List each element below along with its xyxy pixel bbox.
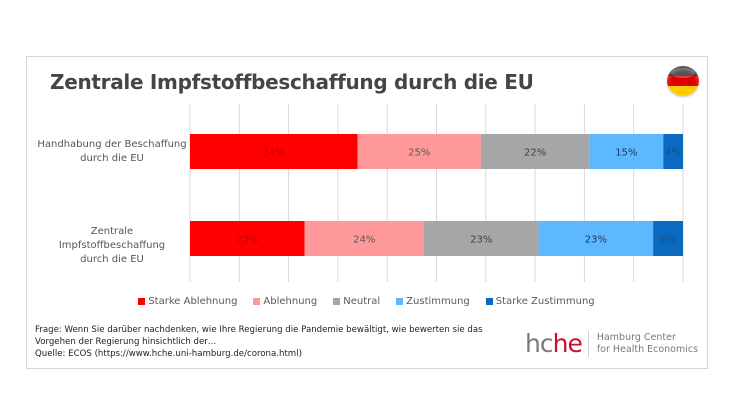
legend-label: Neutral bbox=[343, 296, 381, 307]
bar-segment-ablehnung bbox=[304, 221, 425, 256]
data-label: 23% bbox=[236, 235, 258, 246]
legend-swatch bbox=[485, 298, 493, 305]
hche-logo: hche Hamburg Center for Health Economics bbox=[525, 330, 698, 358]
logo-text: Hamburg Center for Health Economics bbox=[597, 332, 698, 356]
legend: Starke Ablehnung Ablehnung Neutral Zustimmu… bbox=[0, 296, 733, 307]
category-label-line: Handhabung der Beschaffung bbox=[37, 138, 187, 150]
legend-label: Zustimmung bbox=[406, 296, 470, 307]
data-label: 23% bbox=[585, 235, 607, 246]
legend-label: Starke Zustimmung bbox=[495, 296, 595, 307]
logo-mark: hche bbox=[525, 329, 583, 358]
data-label: 34% bbox=[263, 148, 285, 159]
logo-line-2: for Health Economics bbox=[596, 344, 699, 355]
bar-segment-starke-zustimmung bbox=[653, 221, 683, 256]
germany-flag-icon bbox=[667, 66, 699, 96]
data-label: 24% bbox=[353, 235, 375, 246]
category-label-line: durch die EU bbox=[80, 253, 144, 265]
legend-swatch bbox=[138, 298, 146, 305]
data-label: 6% bbox=[660, 235, 676, 246]
legend-item: Ablehnung bbox=[253, 296, 317, 307]
legend-item: Zustimmung bbox=[396, 296, 470, 307]
chart-title: Zentrale Impfstoffbeschaffung durch die … bbox=[50, 70, 534, 94]
data-label: 4% bbox=[665, 148, 681, 159]
slide-frame bbox=[26, 56, 708, 369]
data-label: 22% bbox=[524, 148, 546, 159]
category-label-line: Zentrale Impfstoffbeschaffung bbox=[58, 225, 166, 251]
logo-line-1: Hamburg Center bbox=[596, 332, 676, 343]
category-label: Zentrale Impfstoffbeschaffung durch die E… bbox=[37, 225, 187, 267]
logo-divider bbox=[587, 331, 589, 357]
bar-segments bbox=[190, 134, 683, 256]
data-label: 25% bbox=[408, 148, 430, 159]
legend-item: Starke Ablehnung bbox=[138, 296, 237, 307]
category-label: Handhabung der Beschaffung durch die EU bbox=[37, 138, 187, 166]
bar-segment-zustimmung bbox=[589, 134, 664, 169]
bar-segment-starke-ablehnung bbox=[190, 221, 305, 256]
question-text: Frage: Wenn Sie darüber nachdenken, wie … bbox=[35, 325, 483, 347]
legend-swatch bbox=[253, 298, 261, 305]
legend-item: Neutral bbox=[333, 296, 380, 307]
bar-segment-neutral bbox=[480, 134, 590, 169]
data-label: 23% bbox=[470, 235, 492, 246]
legend-label: Starke Ablehnung bbox=[148, 296, 238, 307]
legend-swatch bbox=[333, 298, 341, 305]
bar-segment-starke-zustimmung bbox=[663, 134, 683, 169]
bar-segment-starke-ablehnung bbox=[190, 134, 358, 169]
legend-item: Starke Zustimmung bbox=[485, 296, 595, 307]
source-text: Quelle: ECOS (https://www.hche.uni-hambu… bbox=[35, 349, 302, 359]
bar-segment-zustimmung bbox=[538, 221, 654, 256]
bar-segment-neutral bbox=[424, 221, 539, 256]
legend-label: Ablehnung bbox=[263, 296, 318, 307]
legend-swatch bbox=[396, 298, 404, 305]
data-labels: 34% 25% 22% 15% 4% 23% 24% 23% 23% 6% bbox=[236, 148, 681, 246]
category-label-line: durch die EU bbox=[80, 152, 144, 164]
footnote: Frage: Wenn Sie darüber nachdenken, wie … bbox=[35, 324, 525, 360]
bar-segment-ablehnung bbox=[357, 134, 481, 169]
data-label: 15% bbox=[615, 148, 637, 159]
